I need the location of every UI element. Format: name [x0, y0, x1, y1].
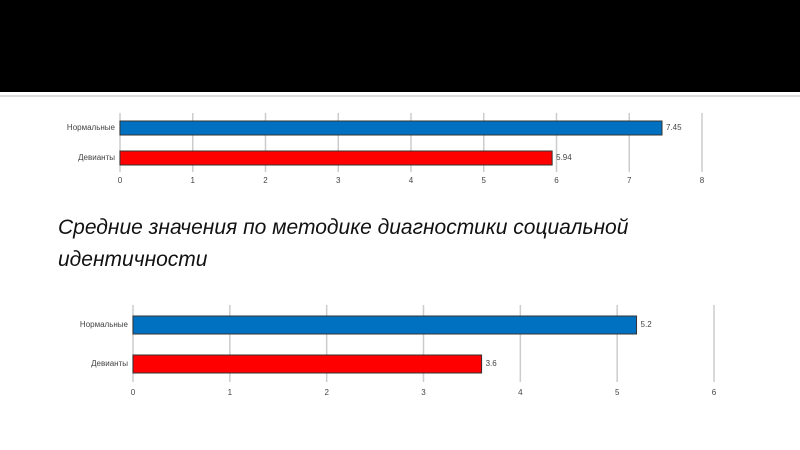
value-label: 5.2 — [641, 320, 653, 329]
x-tick-label: 2 — [263, 176, 268, 185]
header-band — [0, 0, 800, 92]
x-tick-label: 7 — [627, 176, 632, 185]
x-tick-label: 3 — [336, 176, 341, 185]
category-label: Девианты — [78, 153, 115, 162]
x-tick-label: 6 — [554, 176, 559, 185]
x-tick-label: 5 — [615, 388, 620, 397]
bar — [119, 120, 663, 136]
value-label: 3.6 — [486, 359, 498, 368]
x-tick-label: 4 — [518, 388, 523, 397]
bar — [132, 315, 638, 335]
x-tick-label: 6 — [712, 388, 717, 397]
category-label: Нормальные — [80, 320, 129, 329]
x-tick-label: 0 — [131, 388, 136, 397]
bar — [132, 354, 483, 374]
x-tick-label: 0 — [118, 176, 123, 185]
value-label: 5.94 — [556, 153, 572, 162]
x-tick-label: 4 — [409, 176, 414, 185]
x-tick-label: 1 — [228, 388, 233, 397]
category-label: Нормальные — [67, 123, 116, 132]
x-tick-label: 3 — [421, 388, 426, 397]
x-tick-label: 8 — [700, 176, 705, 185]
x-tick-label: 1 — [191, 176, 196, 185]
bar — [119, 150, 553, 166]
x-tick-label: 2 — [324, 388, 329, 397]
value-label: 7.45 — [666, 123, 682, 132]
caption: Средние значения по методике диагностики… — [58, 216, 629, 271]
category-label: Девианты — [91, 359, 128, 368]
x-tick-label: 5 — [482, 176, 487, 185]
